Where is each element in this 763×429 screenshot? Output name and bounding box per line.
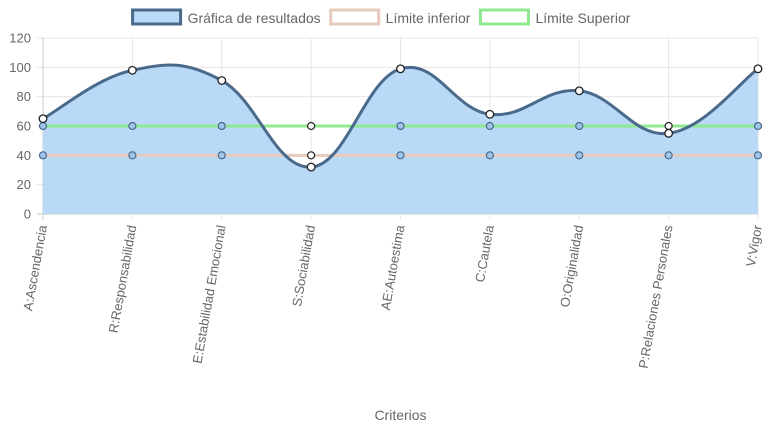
data-point-resultados[interactable] [38, 114, 48, 124]
data-point-limite-inferior[interactable] [575, 151, 584, 160]
legend-swatch[interactable] [329, 8, 381, 26]
data-point-limite-inferior[interactable] [396, 151, 405, 160]
x-tick-label: AE:Autoestima [378, 223, 408, 311]
x-tick-label: P:Relaciones Personales [636, 223, 676, 369]
data-point-limite-superior[interactable] [753, 121, 763, 131]
x-tick-label: C:Cautela [472, 223, 497, 283]
legend-label: Límite inferior [386, 10, 471, 26]
data-point-resultados[interactable] [306, 162, 316, 172]
x-tick-label: A:Ascendencia [20, 223, 50, 312]
data-point-limite-superior[interactable] [396, 121, 405, 131]
x-axis-title: Criterios [374, 407, 426, 423]
y-tick-label: 20 [17, 177, 31, 192]
x-tick-label: O:Originalidad [557, 224, 586, 308]
data-point-resultados[interactable] [396, 64, 405, 74]
legend: Gráfica de resultados Límite inferior Lími… [131, 8, 631, 26]
y-tick-label: 120 [9, 31, 31, 46]
data-point-limite-superior[interactable] [575, 121, 584, 131]
legend-label: Límite Superior [535, 10, 630, 26]
data-point-limite-superior[interactable] [485, 121, 494, 131]
data-point-limite-inferior[interactable] [753, 151, 763, 160]
y-tick-label: 0 [24, 207, 31, 222]
legend-swatch[interactable] [131, 8, 183, 26]
data-point-limite-inferior[interactable] [38, 151, 48, 160]
x-tick-label: V:Vigor [743, 223, 763, 268]
data-point-resultados[interactable] [485, 109, 495, 119]
y-tick-label: 40 [17, 148, 31, 163]
data-point-resultados[interactable] [753, 64, 763, 74]
y-tick-label: 80 [17, 89, 31, 104]
y-tick-label: 60 [17, 119, 31, 134]
data-point-limite-inferior[interactable] [217, 151, 226, 160]
x-tick-label: R:Responsabilidad [106, 224, 140, 334]
data-point-limite-inferior[interactable] [307, 151, 316, 160]
legend-label: Gráfica de resultados [188, 10, 321, 26]
x-axis-ticks: A:Ascendencia R:Responsabilidad E:Estabili… [20, 223, 763, 369]
data-point-limite-superior[interactable] [664, 121, 673, 131]
series-layer [38, 63, 763, 215]
data-point-limite-inferior[interactable] [664, 151, 673, 160]
x-tick-label: E:Estabilidad Emocional [190, 224, 229, 365]
series-area-resultados [43, 65, 758, 215]
y-tick-label: 100 [9, 60, 31, 75]
data-point-limite-superior[interactable] [217, 121, 226, 131]
data-point-limite-superior[interactable] [307, 121, 316, 131]
data-point-limite-superior[interactable] [38, 121, 48, 131]
data-point-resultados[interactable] [217, 76, 227, 85]
x-tick-label: S:Sociabilidad [289, 224, 318, 308]
legend-swatch[interactable] [478, 8, 530, 26]
data-point-resultados[interactable] [127, 65, 137, 75]
y-axis-ticks: 0 20 40 60 80 100 120 [9, 31, 31, 222]
data-point-limite-inferior[interactable] [128, 151, 137, 160]
data-point-limite-superior[interactable] [128, 121, 137, 131]
data-point-limite-inferior[interactable] [485, 151, 494, 160]
data-point-resultados[interactable] [574, 86, 584, 96]
data-point-resultados[interactable] [664, 128, 674, 138]
